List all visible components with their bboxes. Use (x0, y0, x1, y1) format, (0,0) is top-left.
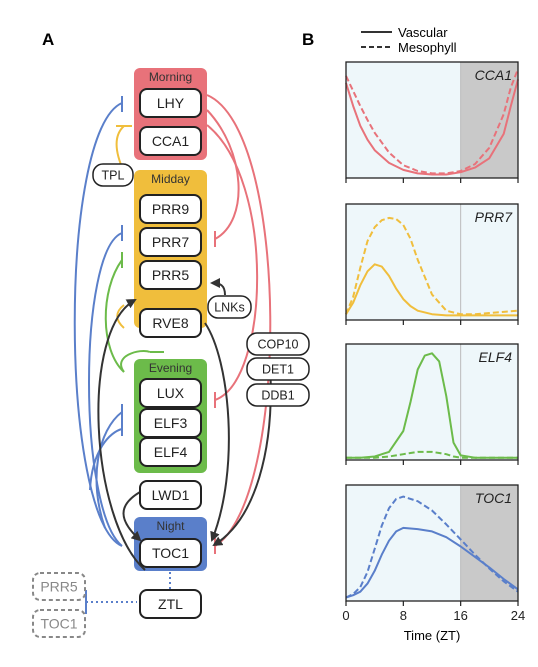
edge-rve8-toc1-activation (204, 322, 230, 542)
gene-node-toc1 (139, 538, 202, 568)
chart-elf4: ELF4 (345, 343, 519, 465)
legend-dashed-label: Mesophyll (398, 40, 457, 55)
x-tick-label: 16 (453, 608, 467, 623)
chart-toc1: TOC1 (345, 484, 519, 606)
panel-a-label: A (42, 30, 54, 49)
gene-node-lux (139, 378, 202, 408)
regulator-nodes: TPL LNKs COP10 DET1 DDB1 PRR5 TOC1 (32, 163, 310, 638)
chart-prr7: PRR7 (345, 203, 519, 325)
midday-group-label: Midday (151, 172, 190, 186)
regulator-label-cop10: COP10 (258, 338, 299, 352)
chart-night-shade (460, 344, 518, 460)
evening-group-label: Evening (149, 361, 192, 375)
regulator-label-lnks: LNKs (214, 301, 245, 315)
gene-node-lwd1 (139, 480, 202, 510)
edge-toc1-prr7 (88, 232, 123, 547)
night-group-label: Night (156, 519, 185, 533)
series-line-mesophyll (345, 495, 519, 599)
morning-group-label: Morning (149, 70, 192, 84)
gene-label-lwd1: LWD1 (152, 487, 190, 503)
gene-label-elf4: ELF4 (154, 444, 188, 460)
chart-frame (345, 61, 519, 179)
gene-node-cca1 (139, 126, 202, 156)
regulator-label-ddb1: DDB1 (261, 389, 294, 403)
regulator-node-ddb1 (246, 383, 310, 407)
charts: CCA1 PRR7 ELF4 TOC1 0 8 16 24 (342, 61, 525, 623)
gene-label-prr9: PRR9 (152, 201, 190, 217)
panel-b-label: B (302, 30, 314, 49)
chart-title: PRR7 (475, 209, 514, 225)
series-line-vascular (345, 263, 518, 317)
chart-frame (345, 203, 519, 321)
regulator-label-det1: DET1 (262, 363, 294, 377)
gene-node-prr7 (139, 227, 202, 257)
edge-toc1-elf3 (95, 411, 123, 529)
gene-node-lhy (139, 88, 202, 118)
regulator-node-lnks (207, 295, 252, 319)
series-line-mesophyll (345, 216, 519, 316)
ztl-target-node-prr5 (32, 572, 86, 601)
chart-night-shade (460, 204, 518, 320)
series-line-mesophyll (346, 450, 518, 459)
x-axis-label: Time (ZT) (404, 628, 461, 643)
edge-cca1-elf3 (206, 124, 259, 401)
chart-frame (345, 343, 519, 461)
edge-lux-prr9 (104, 259, 125, 373)
chart-day-shade (346, 62, 461, 178)
chart-day-shade (346, 485, 461, 601)
gene-node-prr5 (139, 260, 202, 290)
gene-label-rve8: RVE8 (152, 315, 189, 331)
gene-label-cca1: CCA1 (152, 133, 190, 149)
legend-solid-label: Vascular (398, 25, 448, 40)
regulator-node-cop10 (246, 332, 310, 356)
gene-label-lhy: LHY (157, 95, 185, 111)
regulator-node-det1 (246, 357, 310, 381)
ztl-target-label-prr5: PRR5 (40, 579, 78, 595)
chart-frame (345, 484, 519, 602)
series-line-mesophyll (345, 68, 519, 175)
edge-lwd1-toc1-activation (122, 491, 142, 542)
gene-label-lux: LUX (157, 385, 185, 401)
gene-label-ztl: ZTL (158, 596, 183, 612)
series-line-vascular (345, 526, 519, 599)
chart-day-shade (346, 344, 461, 460)
gene-label-prr7: PRR7 (152, 234, 190, 250)
ztl-target-label-toc1: TOC1 (40, 616, 77, 632)
edge-toc1-elf3b (89, 428, 123, 491)
edge-toc1-prr5-activation (97, 299, 146, 571)
regulator-label-tpl: TPL (102, 169, 125, 183)
edge-lux-self (120, 350, 151, 373)
chart-title: CCA1 (475, 67, 512, 83)
gene-node-elf4 (139, 437, 202, 467)
x-tick-label: 0 (342, 608, 349, 623)
gene-label-elf3: ELF3 (154, 415, 188, 431)
edge-prr5-rve8 (116, 304, 125, 329)
chart-title: TOC1 (475, 490, 512, 506)
chart-cca1: CCA1 (345, 61, 519, 183)
gene-label-prr5: PRR5 (152, 267, 190, 283)
chart-day-shade (346, 204, 461, 320)
gene-node-ztl (139, 589, 202, 619)
edge-toc1-lhy (73, 102, 123, 547)
x-tick-label: 24 (511, 608, 525, 623)
series-line-vascular (345, 79, 519, 176)
edge-cca1-prr7 (206, 109, 240, 240)
gene-node-rve8 (139, 308, 202, 338)
regulator-node-tpl (92, 163, 134, 187)
edge-cca1-toc1 (206, 94, 272, 547)
edge-lnks-prr5-activation (210, 278, 226, 296)
gene-label-toc1: TOC1 (152, 545, 189, 561)
gene-node-prr9 (139, 194, 202, 224)
x-tick-label: 8 (400, 608, 407, 623)
ztl-target-node-toc1 (32, 609, 86, 638)
gene-nodes: LHY CCA1 PRR9 PRR7 PRR5 RVE8 LUX ELF3 ELF4 LWD1 TO… (139, 88, 202, 619)
chart-title: ELF4 (479, 349, 513, 365)
series-line-vascular (346, 352, 518, 459)
